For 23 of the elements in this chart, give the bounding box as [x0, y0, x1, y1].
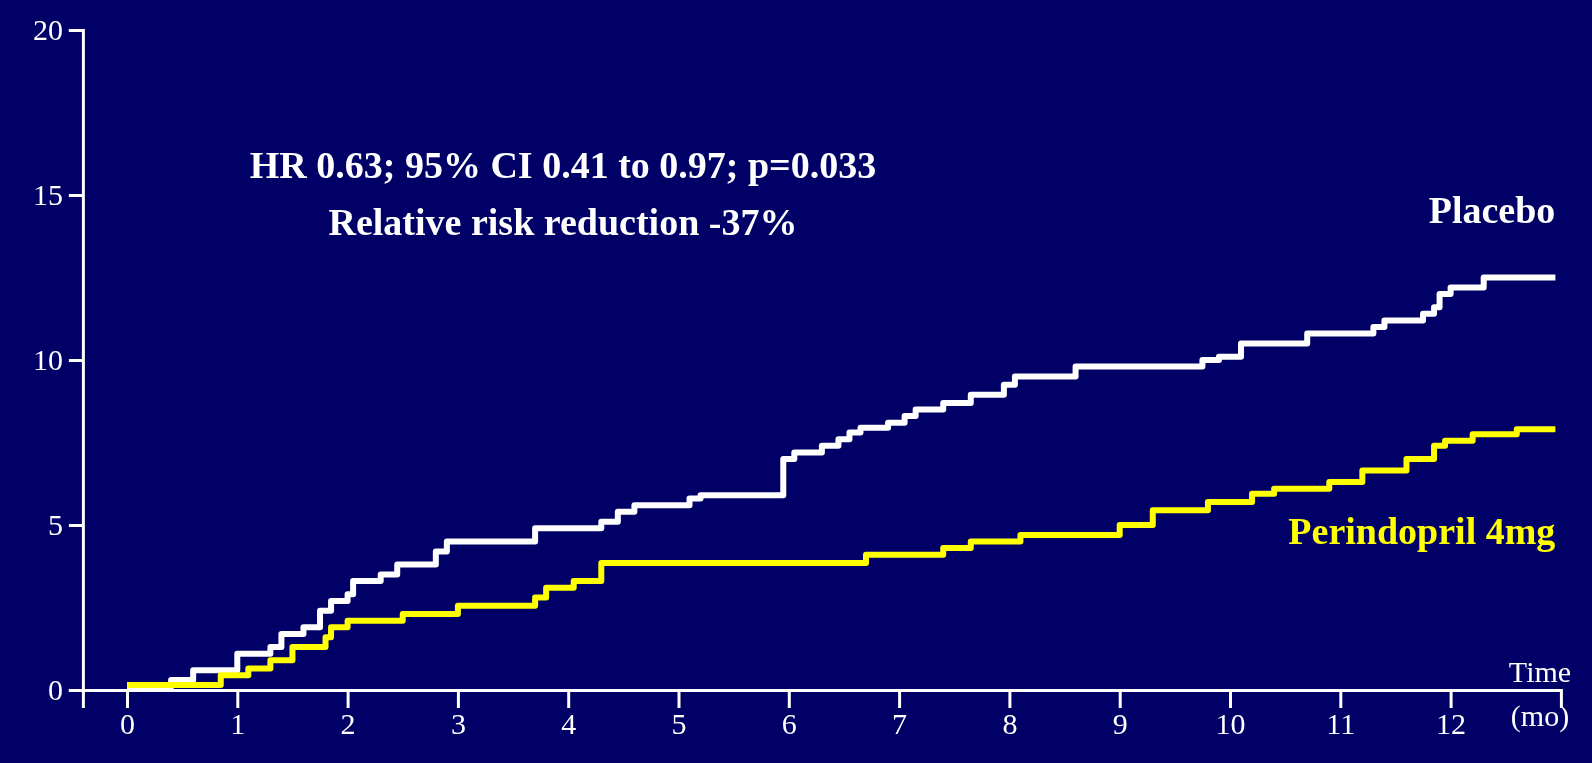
x-tick-label: 4 — [561, 707, 577, 740]
y-tick-label: 20 — [32, 13, 63, 47]
x-tick-label: 8 — [1002, 707, 1018, 740]
x-tick-label: 10 — [1215, 707, 1246, 740]
x-tick-label: 0 — [120, 707, 135, 740]
x-tick-label: 2 — [340, 707, 356, 740]
x-tick-label: 7 — [892, 707, 908, 740]
x-tick-label: 3 — [450, 707, 466, 740]
x-tick-label: 11 — [1326, 707, 1356, 740]
y-tick-label: 15 — [32, 178, 63, 212]
annotation: Relative risk reduction -37% — [328, 201, 798, 243]
y-tick-label: 0 — [47, 673, 63, 707]
x-tick-label: 1 — [230, 707, 246, 740]
x-axis-title: Time (mo) — [1508, 655, 1572, 733]
series-label: Placebo — [1428, 188, 1556, 231]
x-tick-label: 6 — [781, 707, 797, 740]
y-tick-label: 10 — [32, 343, 63, 377]
y-tick-label: 5 — [47, 508, 63, 542]
annotation: HR 0.63; 95% CI 0.41 to 0.97; p=0.033 — [249, 144, 877, 186]
x-tick-label: 12 — [1436, 707, 1467, 740]
x-tick-label: 9 — [1112, 707, 1128, 740]
series-label: Perindopril 4mg — [1288, 510, 1556, 553]
x-tick-label: 5 — [671, 707, 687, 740]
